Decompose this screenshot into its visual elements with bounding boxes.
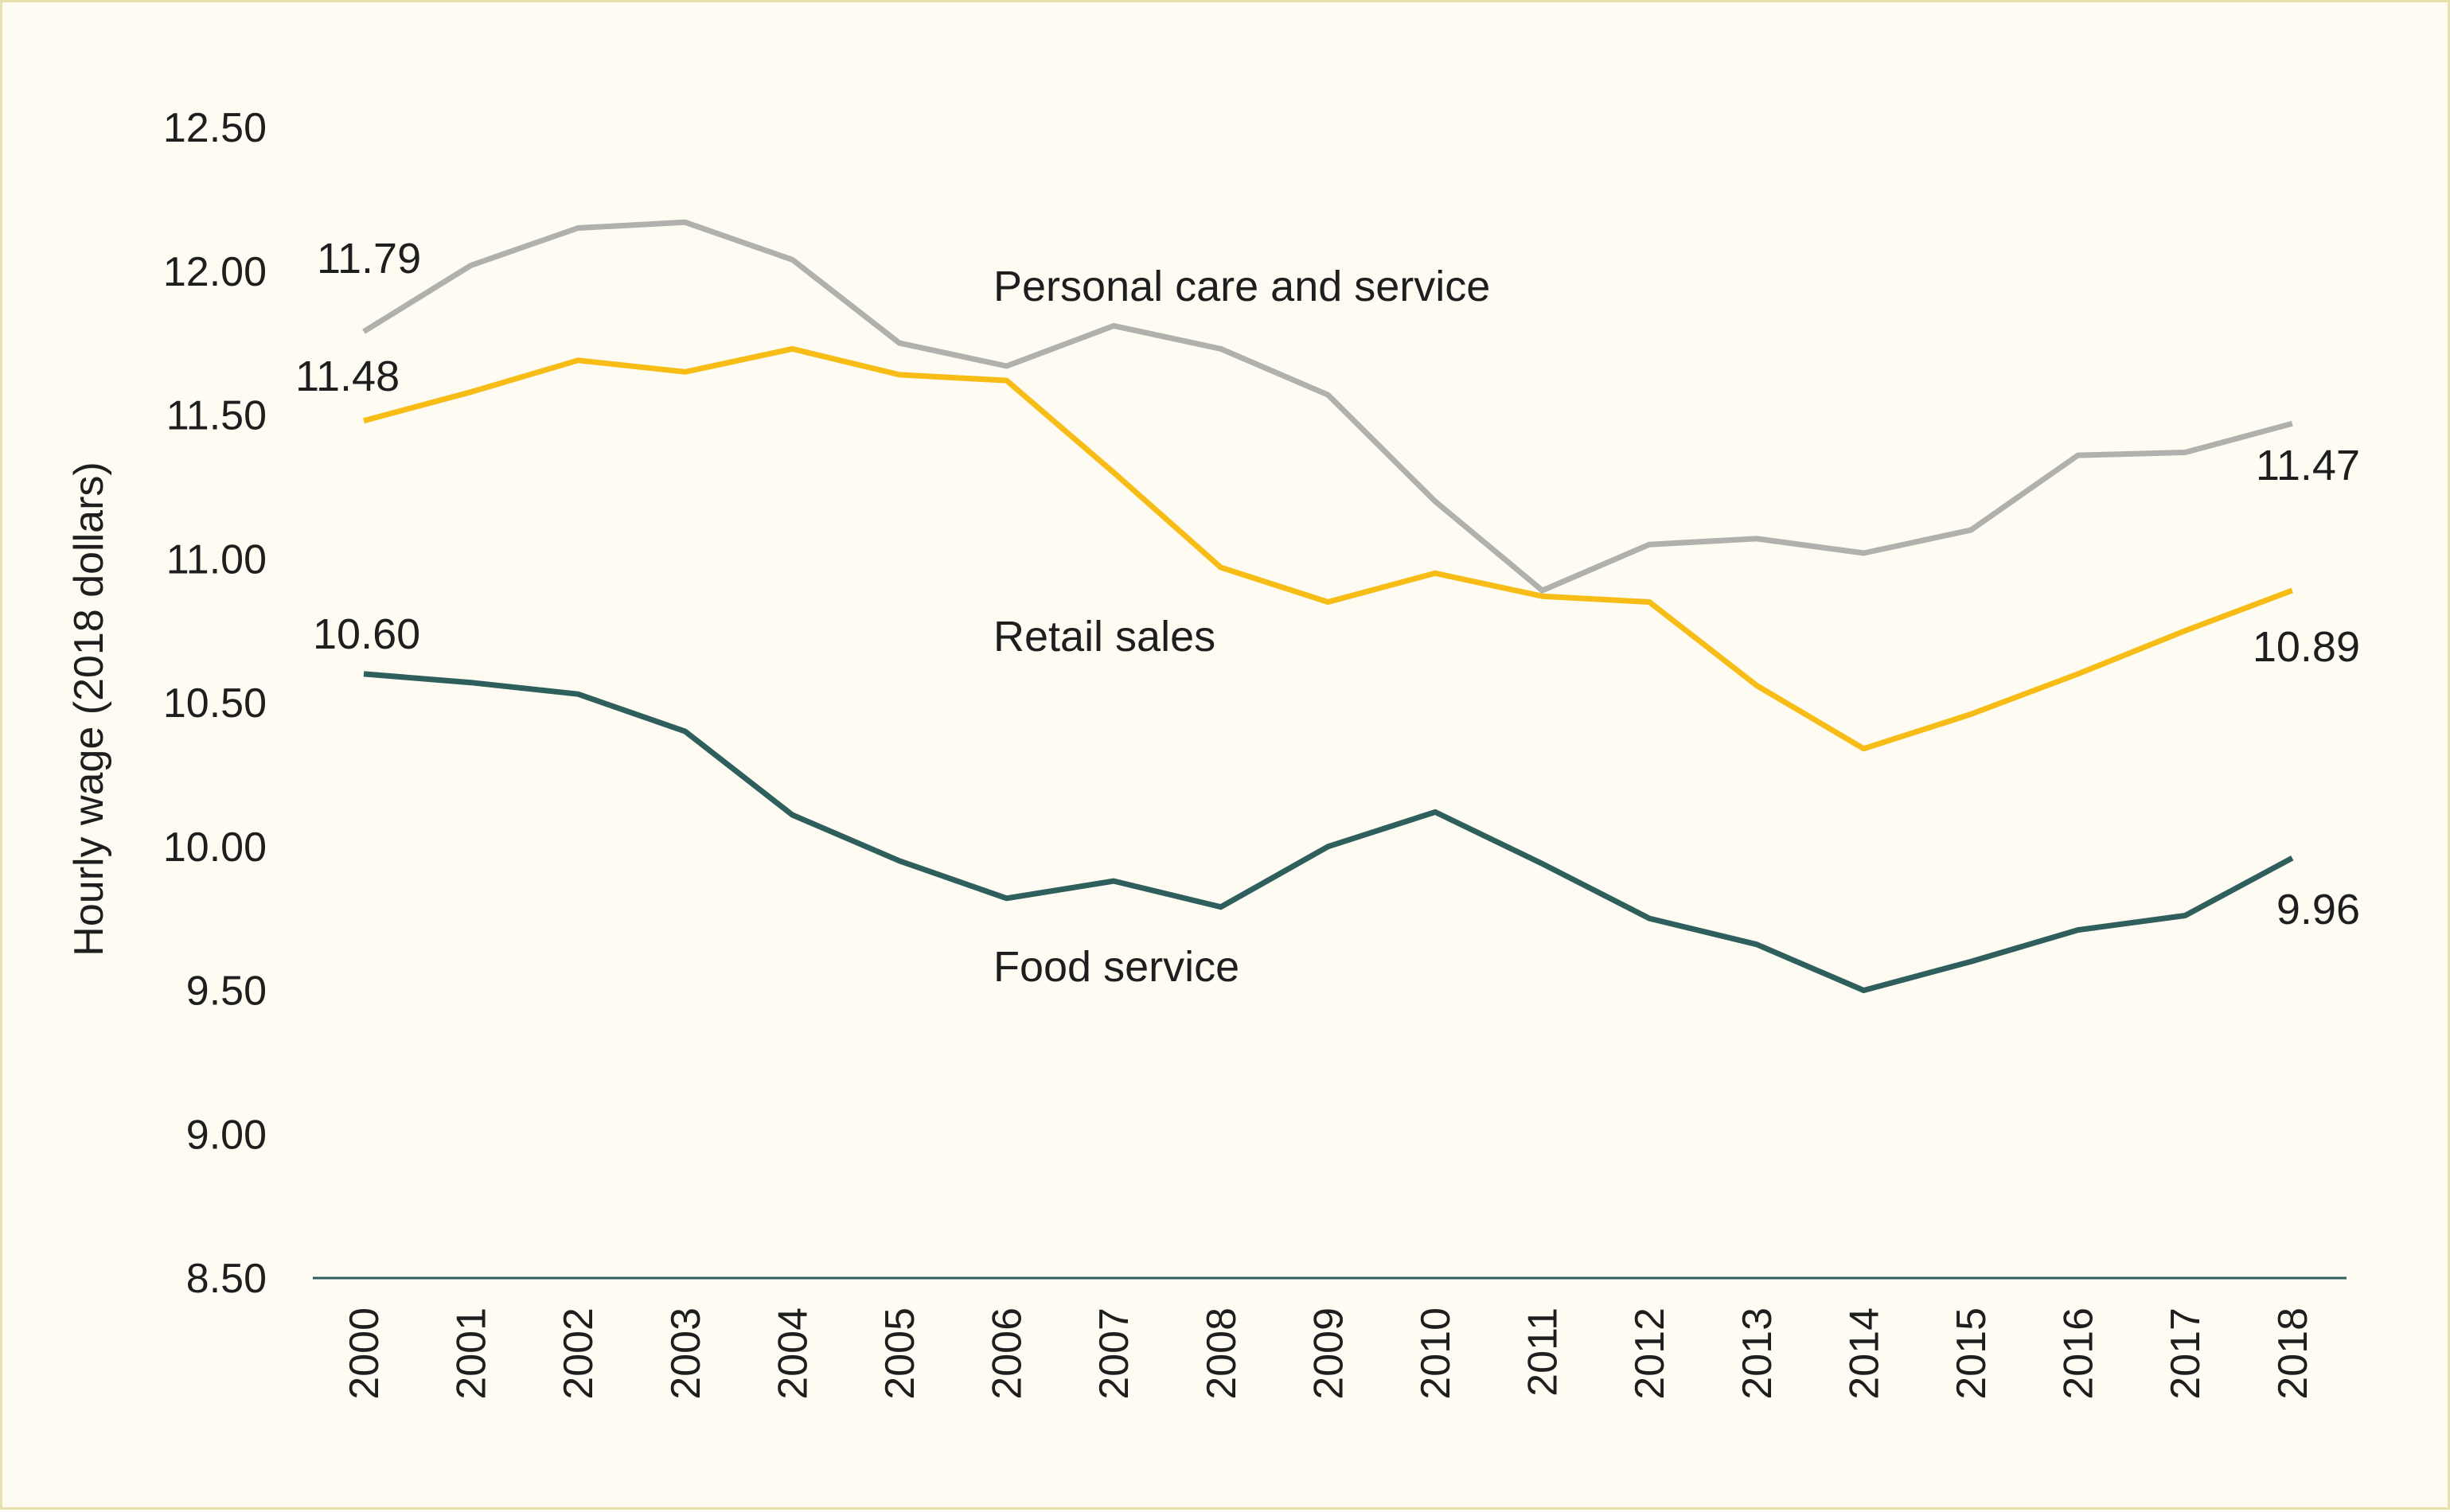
x-tick-label: 2007 [1091, 1307, 1137, 1400]
x-tick-label: 2005 [877, 1307, 923, 1400]
x-tick-label: 2011 [1520, 1307, 1566, 1397]
value-labels: 11.79 11.47 11.48 10.89 10.60 9.96 [295, 235, 2360, 933]
y-tick-label: 12.00 [163, 249, 267, 295]
y-tick-label: 10.00 [163, 824, 267, 871]
x-tick-label: 2003 [663, 1307, 709, 1400]
start-value-label-personal-care: 11.79 [317, 235, 421, 283]
series-line-food-service [363, 671, 2294, 993]
series-label-personal-care: Personal care and service [993, 263, 1490, 310]
y-tick-label: 8.50 [186, 1256, 267, 1302]
x-tick-label: 2016 [2056, 1307, 2102, 1400]
y-tick-label: 10.50 [163, 680, 267, 727]
x-tick-label: 2018 [2270, 1307, 2316, 1400]
series-lines [362, 219, 2294, 993]
x-tick-label: 2000 [341, 1307, 388, 1400]
end-value-label-retail-sales: 10.89 [2253, 623, 2360, 671]
x-tick-label: 2004 [770, 1307, 816, 1400]
series-line-retail-sales [363, 345, 2294, 752]
y-axis-ticks: 8.50 9.00 9.50 10.00 10.50 11.00 11.50 12.00 12.… [163, 105, 267, 1302]
series-label-food-service: Food service [993, 943, 1239, 991]
y-tick-label: 11.50 [166, 393, 267, 439]
y-tick-label: 11.00 [166, 536, 267, 583]
x-tick-label: 2017 [2163, 1307, 2209, 1400]
y-tick-label: 9.50 [186, 968, 267, 1015]
x-tick-label: 2013 [1734, 1307, 1781, 1400]
x-tick-label: 2010 [1413, 1307, 1459, 1400]
series-label-retail-sales: Retail sales [993, 613, 1215, 661]
x-tick-label: 2009 [1305, 1307, 1352, 1400]
y-tick-label: 12.50 [163, 105, 267, 151]
x-tick-label: 2001 [449, 1307, 495, 1400]
x-tick-label: 2006 [985, 1307, 1031, 1400]
series-line-personal-care [362, 219, 2293, 594]
y-axis-title: Hourly wage (2018 dollars) [66, 462, 112, 956]
x-tick-label: 2012 [1627, 1307, 1673, 1400]
x-tick-label: 2002 [556, 1307, 602, 1400]
start-value-label-retail-sales: 11.48 [295, 353, 400, 400]
end-value-label-food-service: 9.96 [2276, 886, 2360, 933]
end-value-label-personal-care: 11.47 [2256, 442, 2360, 489]
x-tick-label: 2014 [1841, 1307, 1887, 1400]
x-axis-ticks: 2000 2001 2002 2003 2004 2005 2006 2007 2008 2009… [341, 1307, 2316, 1400]
x-tick-label: 2015 [1949, 1307, 1995, 1400]
y-tick-label: 9.00 [186, 1112, 267, 1158]
start-value-label-food-service: 10.60 [313, 610, 420, 658]
series-labels: Personal care and service Retail sales F… [993, 263, 1490, 991]
x-tick-label: 2008 [1199, 1307, 1245, 1400]
